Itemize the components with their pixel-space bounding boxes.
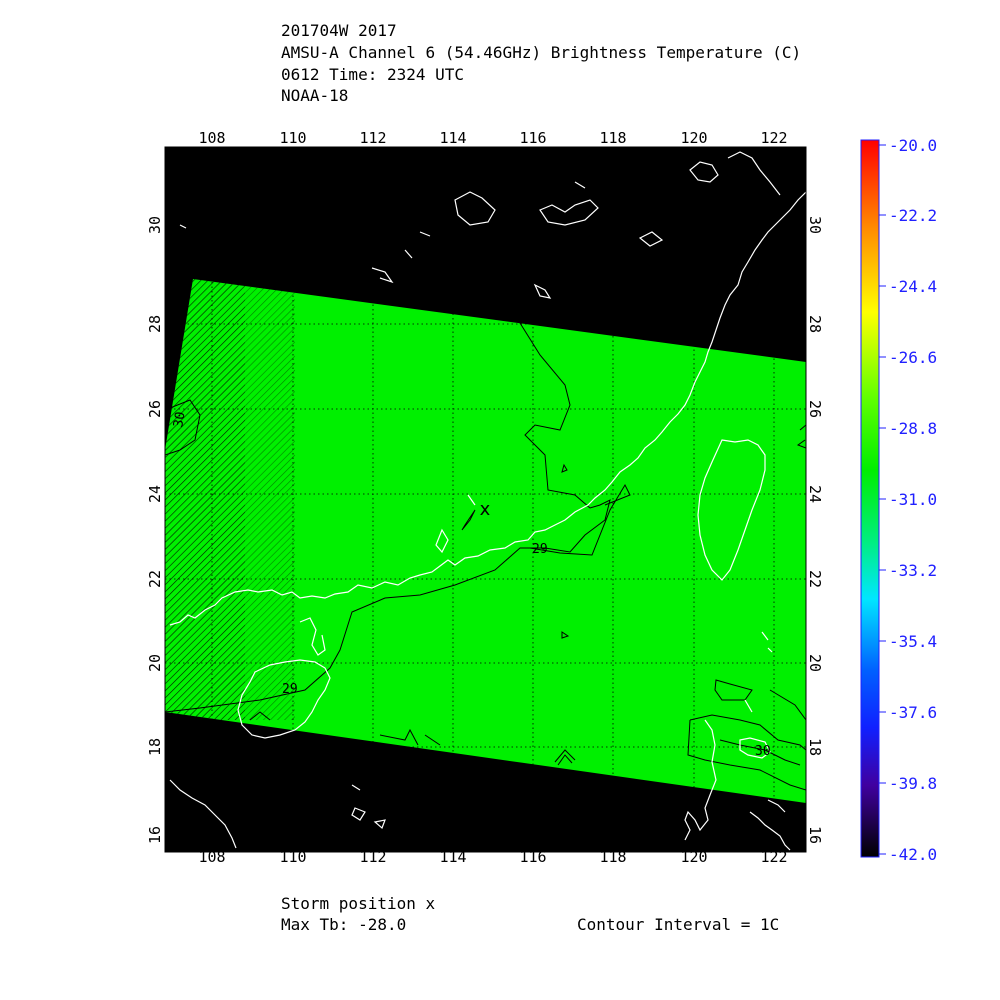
- title-line-3: 0612 Time: 2324 UTC: [281, 65, 465, 84]
- lat-tick-label-left: 24: [146, 485, 164, 503]
- lon-tick-label-top: 122: [760, 129, 787, 147]
- lon-tick-label-bottom: 110: [279, 848, 306, 866]
- lat-tick-label-right: 28: [806, 315, 824, 333]
- lon-tick-label-bottom: 118: [599, 848, 626, 866]
- lat-tick-label-left: 30: [146, 216, 164, 234]
- contour-label: 30: [755, 744, 771, 759]
- contour-lines: [165, 314, 806, 791]
- lat-tick-label-right: 24: [806, 485, 824, 503]
- contour-label: 29: [532, 542, 548, 557]
- max-tb-readout: Max Tb: -28.0: [281, 915, 407, 934]
- title-line-2: AMSU-A Channel 6 (54.46GHz) Brightness T…: [281, 43, 802, 62]
- colorbar-label: -42.0: [889, 845, 937, 864]
- colorbar-label: -28.8: [889, 419, 937, 438]
- lat-tick-label-right: 16: [806, 826, 824, 844]
- lat-tick-label-left: 28: [146, 315, 164, 333]
- contour-label: 30: [171, 411, 188, 429]
- colorbar-ticks: [879, 144, 886, 855]
- lat-tick-label-left: 20: [146, 654, 164, 672]
- lon-tick-label-top: 112: [359, 129, 386, 147]
- map-border: [164, 146, 807, 853]
- lat-tick-label-left: 22: [146, 570, 164, 588]
- lon-tick-label-bottom: 116: [519, 848, 546, 866]
- colorbar-label: -37.6: [889, 703, 937, 722]
- colorbar-label: -22.2: [889, 206, 937, 225]
- lon-tick-label-top: 108: [198, 129, 225, 147]
- axis-ticks: [211, 147, 775, 852]
- colorbar-label: -31.0: [889, 490, 937, 509]
- lon-tick-label-top: 116: [519, 129, 546, 147]
- colorbar-label: -33.2: [889, 561, 937, 580]
- contour-label: 29: [282, 682, 298, 697]
- title-line-1: 201704W 2017: [281, 21, 397, 40]
- lon-tick-label-top: 118: [599, 129, 626, 147]
- title-line-4: NOAA-18: [281, 86, 349, 105]
- colorbar-label: -24.4: [889, 277, 937, 296]
- storm-position-legend: Storm position x: [281, 894, 436, 913]
- coastlines: [169, 151, 806, 851]
- lon-tick-label-top: 114: [439, 129, 466, 147]
- lon-tick-label-bottom: 108: [198, 848, 225, 866]
- colorbar-label: -39.8: [889, 774, 937, 793]
- storm-position-marker: x: [480, 499, 491, 520]
- lat-tick-label-right: 30: [806, 216, 824, 234]
- lat-tick-label-left: 16: [146, 826, 164, 844]
- colorbar-label: -26.6: [889, 348, 937, 367]
- graticule: [165, 147, 806, 852]
- lat-tick-label-right: 22: [806, 570, 824, 588]
- lon-tick-label-bottom: 114: [439, 848, 466, 866]
- colorbar-label: -20.0: [889, 136, 937, 155]
- lon-tick-label-top: 110: [279, 129, 306, 147]
- colorbar: [860, 139, 880, 858]
- colorbar-label: -35.4: [889, 632, 937, 651]
- lon-tick-label-top: 120: [680, 129, 707, 147]
- lat-tick-label-right: 20: [806, 654, 824, 672]
- lon-tick-label-bottom: 122: [760, 848, 787, 866]
- lon-tick-label-bottom: 112: [359, 848, 386, 866]
- lon-tick-label-bottom: 120: [680, 848, 707, 866]
- contour-interval-readout: Contour Interval = 1C: [577, 915, 780, 934]
- lat-tick-label-left: 18: [146, 738, 164, 756]
- lat-tick-label-left: 26: [146, 400, 164, 418]
- lat-tick-label-right: 18: [806, 738, 824, 756]
- swath-edge-hatch-light: [245, 279, 295, 720]
- lat-tick-label-right: 26: [806, 400, 824, 418]
